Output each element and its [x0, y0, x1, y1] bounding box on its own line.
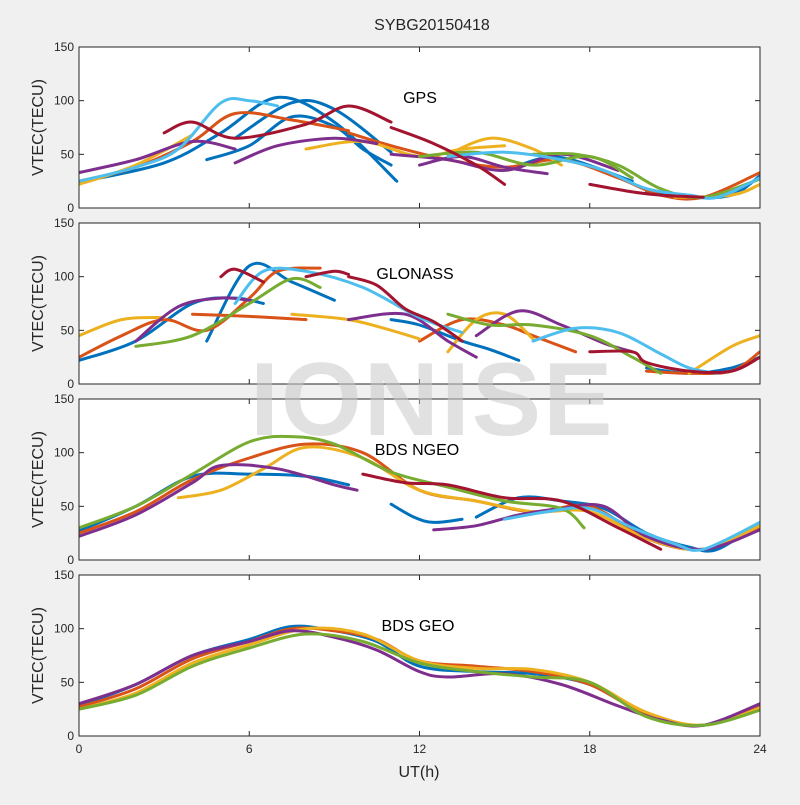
- series-line-2: [205, 261, 336, 343]
- panel-2: 0 50 100 150 VTEC(TECU) GLONASS: [30, 216, 761, 391]
- y-tick-label: 150: [54, 392, 74, 406]
- panel-label: BDS GEO: [382, 618, 455, 635]
- series-line-9: [503, 506, 760, 552]
- plot-area: [79, 47, 760, 208]
- y-tick-label: 0: [67, 377, 74, 391]
- series-line-6: [79, 463, 359, 538]
- y-tick-label: 50: [61, 147, 75, 161]
- series-line-8: [79, 133, 194, 186]
- series-line-11: [446, 311, 535, 354]
- y-tick-label: 100: [54, 622, 74, 636]
- y-tick-label: 100: [54, 270, 74, 284]
- series-line-2: [205, 114, 393, 167]
- x-tick-label: 24: [753, 742, 767, 756]
- series-line-22: [347, 275, 464, 343]
- series-line-19: [446, 150, 760, 200]
- series-line-9: [79, 316, 166, 338]
- y-tick-label: 150: [54, 568, 74, 582]
- series-line-20: [219, 267, 265, 284]
- series-line-17: [531, 152, 760, 200]
- series-line-20: [162, 104, 393, 140]
- series-line-8: [79, 434, 586, 530]
- panel-label: BDS NGEO: [375, 442, 459, 459]
- y-tick-label: 50: [61, 499, 75, 513]
- y-tick-label: 50: [61, 675, 75, 689]
- series-line-16: [134, 276, 322, 348]
- panel-4: 0 50 100 150 0 6 12 18 24 VTEC(TECU) BDS GEO: [30, 568, 767, 756]
- series-line-14: [347, 311, 478, 359]
- y-tick-label: 0: [67, 553, 74, 567]
- y-tick-label: 100: [54, 446, 74, 460]
- series-line-15: [418, 154, 549, 176]
- y-tick-label: 150: [54, 216, 74, 230]
- series-group: [79, 95, 760, 201]
- x-axis-label: UT(h): [399, 764, 440, 781]
- y-axis-label: VTEC(TECU): [30, 79, 47, 176]
- figure-title: SYBG20150418: [374, 17, 490, 34]
- plot-area: [79, 575, 760, 736]
- plot-area: [79, 223, 760, 384]
- series-group: [79, 434, 760, 553]
- series-line-10: [361, 472, 663, 551]
- panel-label: GLONASS: [376, 266, 453, 283]
- y-axis-label: VTEC(TECU): [30, 255, 47, 352]
- x-tick-label: 6: [246, 742, 253, 756]
- x-tick-label: 12: [413, 742, 427, 756]
- x-tick-label: 0: [76, 742, 83, 756]
- y-axis-label: VTEC(TECU): [30, 431, 47, 528]
- series-line-5: [176, 445, 760, 552]
- panel-1: 0 50 100 150 VTEC(TECU) GPS: [30, 40, 761, 215]
- series-line-3: [233, 99, 393, 154]
- series-line-13: [233, 136, 379, 165]
- y-tick-label: 0: [67, 729, 74, 743]
- panel-label: GPS: [403, 90, 437, 107]
- series-line-23: [588, 349, 760, 375]
- series-line-17: [446, 312, 663, 375]
- y-axis-label: VTEC(TECU): [30, 607, 47, 704]
- y-tick-label: 100: [54, 94, 74, 108]
- series-line-21: [304, 269, 351, 279]
- series-line-21: [389, 126, 507, 186]
- series-line-5: [79, 632, 760, 728]
- y-tick-label: 0: [67, 201, 74, 215]
- series-line-2: [389, 502, 464, 524]
- series-line-10: [290, 312, 421, 341]
- series-line-3: [79, 626, 760, 727]
- panel-3: 0 50 100 150 VTEC(TECU) BDS NGEO: [30, 392, 761, 567]
- series-line-12: [687, 334, 760, 375]
- series-group: [79, 624, 760, 728]
- series-line-22: [588, 182, 705, 199]
- series-line-6: [191, 312, 308, 322]
- y-tick-label: 50: [61, 323, 75, 337]
- series-line-18: [233, 266, 464, 334]
- x-tick-label: 18: [583, 742, 597, 756]
- series-group: [79, 261, 760, 376]
- y-tick-label: 150: [54, 40, 74, 54]
- series-line-12: [79, 139, 237, 175]
- series-line-19: [531, 326, 719, 375]
